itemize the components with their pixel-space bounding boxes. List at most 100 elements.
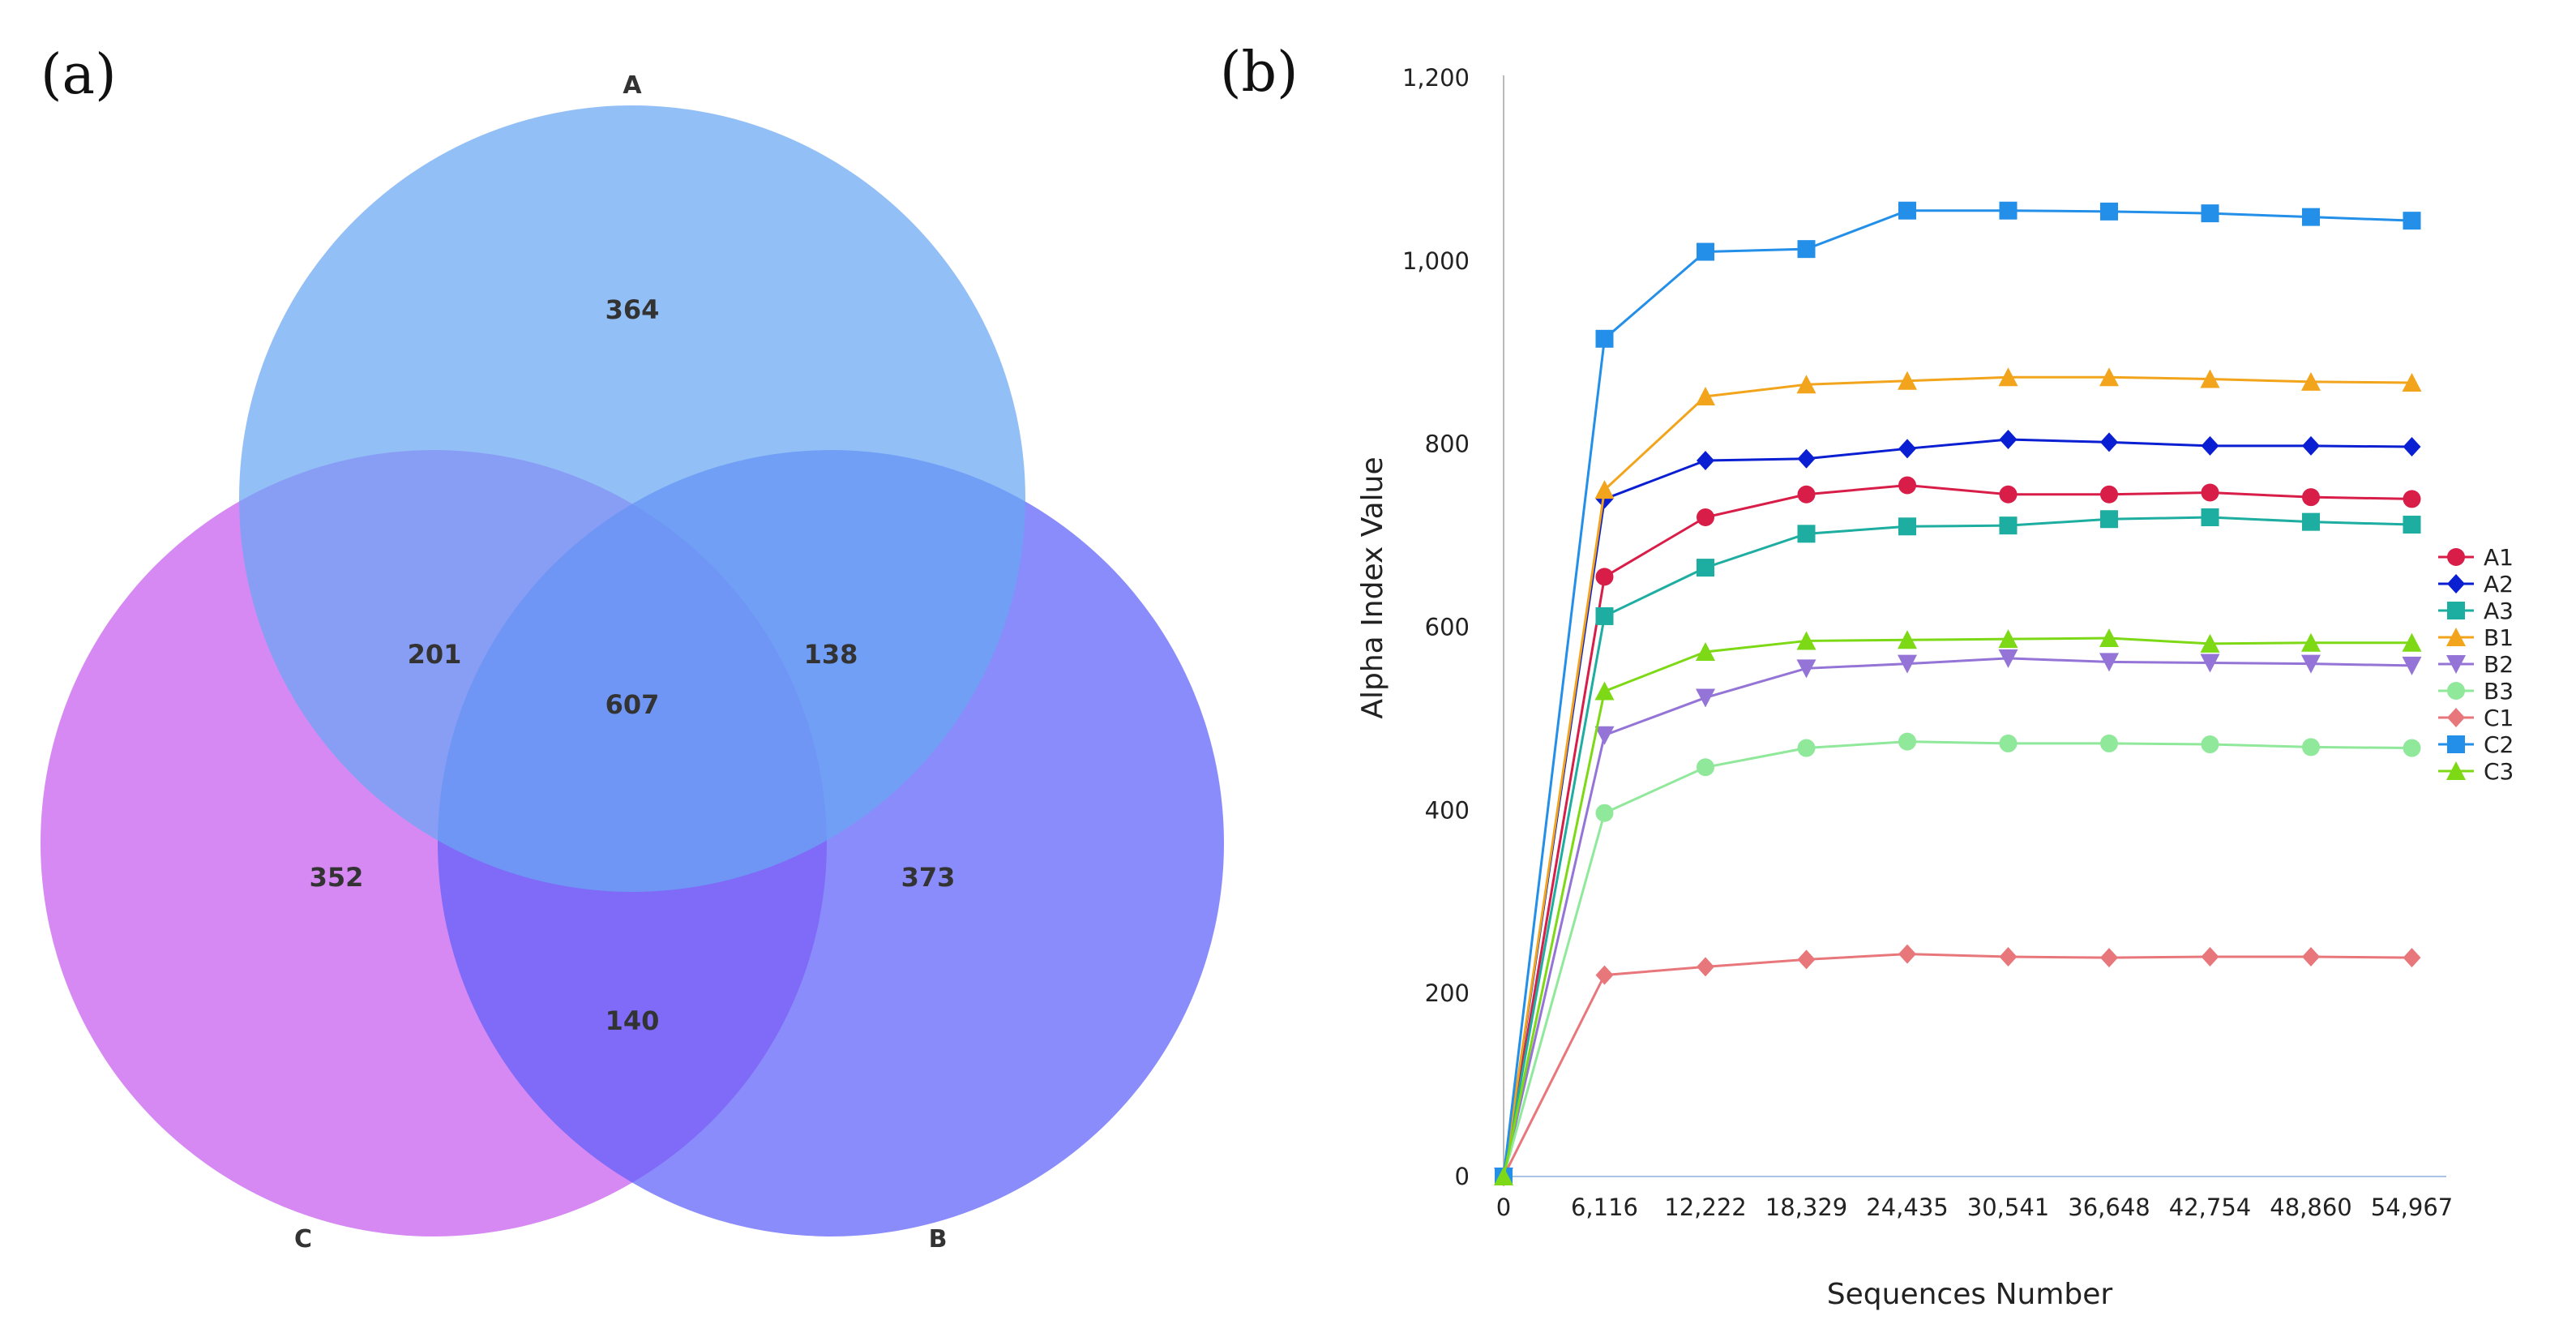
point-c3 xyxy=(1796,631,1816,650)
legend-label: A2 xyxy=(2484,571,2514,598)
venn-count-b-only: 373 xyxy=(901,862,956,893)
point-b3 xyxy=(2100,734,2118,752)
venn-set-label-a: A xyxy=(623,71,642,100)
point-b3 xyxy=(1595,804,1614,822)
point-b3 xyxy=(1898,732,1916,751)
point-a2 xyxy=(1697,450,1714,470)
series-line-b2 xyxy=(1502,657,2412,1177)
x-tick-label: 6,116 xyxy=(1571,1194,1638,1221)
series-line-c3 xyxy=(1502,636,2412,1177)
point-b1 xyxy=(1898,371,1917,390)
point-a2 xyxy=(2403,437,2421,457)
legend-item-b1: B1 xyxy=(2438,624,2514,651)
point-c1 xyxy=(2100,948,2118,968)
y-tick-label: 1,200 xyxy=(1402,64,1470,92)
legend-marker xyxy=(2447,708,2465,727)
point-c1 xyxy=(1898,944,1916,964)
point-a2 xyxy=(1898,439,1916,459)
point-a1 xyxy=(1898,476,1916,495)
panel-a-label: (a) xyxy=(41,43,117,107)
x-tick-label: 42,754 xyxy=(2169,1194,2251,1221)
point-c1 xyxy=(1595,965,1614,985)
legend-label: B2 xyxy=(2484,651,2514,678)
x-tick-label: 24,435 xyxy=(1866,1194,1948,1221)
point-c1 xyxy=(1999,947,2018,966)
series-b2 xyxy=(1494,649,2422,1186)
point-b2 xyxy=(2099,653,2119,672)
point-b2 xyxy=(1796,659,1816,679)
point-c3 xyxy=(2301,632,2321,652)
point-c2 xyxy=(2403,212,2421,230)
legend-label: C1 xyxy=(2484,705,2514,731)
point-b2 xyxy=(1696,688,1715,708)
legend-marker xyxy=(2446,628,2466,646)
venn-circle-a xyxy=(239,105,1025,892)
point-a3 xyxy=(2403,516,2421,534)
series-layer xyxy=(1494,201,2422,1186)
y-tick-label: 1,000 xyxy=(1402,247,1470,275)
point-a1 xyxy=(2403,490,2421,508)
point-c2 xyxy=(1595,329,1614,348)
series-line-c2 xyxy=(1502,209,2412,1177)
x-tick-label: 48,860 xyxy=(2270,1194,2351,1221)
point-c3 xyxy=(1594,681,1615,701)
point-c3 xyxy=(2402,632,2422,652)
point-c2 xyxy=(1898,201,1916,220)
x-tick-label: 0 xyxy=(1496,1194,1511,1221)
point-a1 xyxy=(2302,488,2320,507)
point-b2 xyxy=(1998,649,2018,668)
point-a1 xyxy=(1697,508,1714,526)
point-a1 xyxy=(1797,485,1816,504)
legend-item-c3: C3 xyxy=(2438,758,2514,785)
series-a2 xyxy=(1495,430,2421,1186)
legend-item-c2: C2 xyxy=(2438,731,2514,758)
point-b2 xyxy=(1594,726,1615,745)
point-c2 xyxy=(2302,208,2320,226)
point-a2 xyxy=(1797,448,1816,469)
y-tick-label: 600 xyxy=(1425,614,1470,641)
series-a3 xyxy=(1495,508,2421,1185)
point-c3 xyxy=(1898,630,1917,649)
legend-item-a3: A3 xyxy=(2438,598,2514,624)
x-tick-label: 12,222 xyxy=(1664,1194,1746,1221)
legend-marker xyxy=(2447,735,2465,753)
venn-count-c-only: 352 xyxy=(310,862,364,893)
point-b1 xyxy=(1594,480,1615,499)
point-c3 xyxy=(1696,641,1715,661)
line-panel: (b) 0 200 400 600 800 1,000 1,200 0 6,116 12,222… xyxy=(1220,41,2514,1311)
venn-set-labels: A B C xyxy=(294,71,947,1254)
point-b1 xyxy=(2099,367,2119,387)
point-c2 xyxy=(1797,240,1816,259)
legend-item-b3: B3 xyxy=(2438,678,2514,705)
point-c2 xyxy=(2100,202,2118,221)
legend-label: B3 xyxy=(2484,678,2514,705)
legend-label: A1 xyxy=(2484,544,2514,571)
point-b2 xyxy=(2301,654,2321,674)
series-c2 xyxy=(1495,201,2421,1185)
y-tick-label: 200 xyxy=(1425,979,1470,1007)
point-b1 xyxy=(2200,369,2220,388)
point-a1 xyxy=(2201,483,2219,502)
legend-marker xyxy=(2447,574,2465,594)
point-b1 xyxy=(2402,373,2422,392)
point-a3 xyxy=(1595,606,1614,625)
venn-panel: (a) A B C 364 201 607 138 352 373 140 xyxy=(41,43,1224,1254)
venn-count-a-b-c: 607 xyxy=(605,689,660,720)
point-b3 xyxy=(2302,738,2320,756)
point-a1 xyxy=(2100,485,2118,504)
point-b1 xyxy=(1998,367,2018,387)
venn-count-a-only: 364 xyxy=(605,294,660,325)
point-b3 xyxy=(1999,734,2018,752)
y-tick-labels: 0 200 400 600 800 1,000 1,200 xyxy=(1402,64,1470,1190)
legend-marker xyxy=(2446,655,2466,674)
point-b1 xyxy=(2301,371,2321,391)
point-c2 xyxy=(1697,242,1714,261)
x-tick-label: 18,329 xyxy=(1765,1194,1847,1221)
point-b3 xyxy=(2201,735,2219,754)
point-b1 xyxy=(1696,386,1715,405)
series-line-a3 xyxy=(1502,516,2412,1177)
legend-marker xyxy=(2447,682,2465,700)
x-tick-label: 30,541 xyxy=(1967,1194,2049,1221)
legend-label: A3 xyxy=(2484,598,2514,624)
